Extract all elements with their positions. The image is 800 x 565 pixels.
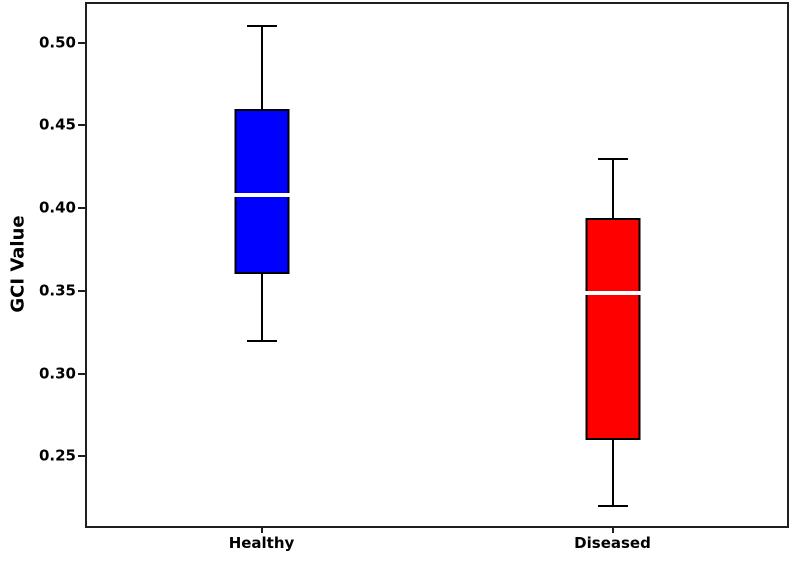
box-healthy bbox=[234, 108, 289, 275]
y-tick-label-0-40: 0.40 bbox=[38, 198, 76, 217]
y-tick-mark-0-35 bbox=[78, 289, 85, 292]
y-tick-label-0-30: 0.30 bbox=[38, 364, 76, 383]
y-tick-label-0-45: 0.45 bbox=[38, 115, 76, 134]
median-healthy bbox=[234, 192, 289, 197]
x-tick-label-diseased: Diseased bbox=[574, 534, 651, 552]
whisker-cap-top-healthy bbox=[246, 25, 277, 28]
x-tick-mark-diseased bbox=[611, 528, 614, 533]
y-tick-mark-0-45 bbox=[78, 124, 85, 127]
whisker-cap-bottom-healthy bbox=[246, 339, 277, 342]
y-tick-label-0-25: 0.25 bbox=[38, 446, 76, 465]
whisker-lower-diseased bbox=[611, 439, 614, 507]
whisker-cap-bottom-diseased bbox=[597, 505, 628, 508]
plot-area bbox=[85, 2, 789, 528]
y-tick-label-0-50: 0.50 bbox=[38, 33, 76, 52]
whisker-upper-healthy bbox=[260, 26, 263, 109]
whisker-lower-healthy bbox=[260, 274, 263, 341]
median-diseased bbox=[585, 290, 640, 295]
x-tick-label-healthy: Healthy bbox=[228, 534, 295, 552]
box-diseased bbox=[585, 218, 640, 440]
x-tick-mark-healthy bbox=[260, 528, 263, 533]
whisker-upper-diseased bbox=[611, 158, 614, 219]
y-tick-mark-0-40 bbox=[78, 207, 85, 210]
y-tick-mark-0-25 bbox=[78, 455, 85, 458]
y-tick-label-0-35: 0.35 bbox=[38, 281, 76, 300]
y-tick-mark-0-50 bbox=[78, 41, 85, 44]
whisker-cap-top-diseased bbox=[597, 157, 628, 160]
y-tick-mark-0-30 bbox=[78, 372, 85, 375]
